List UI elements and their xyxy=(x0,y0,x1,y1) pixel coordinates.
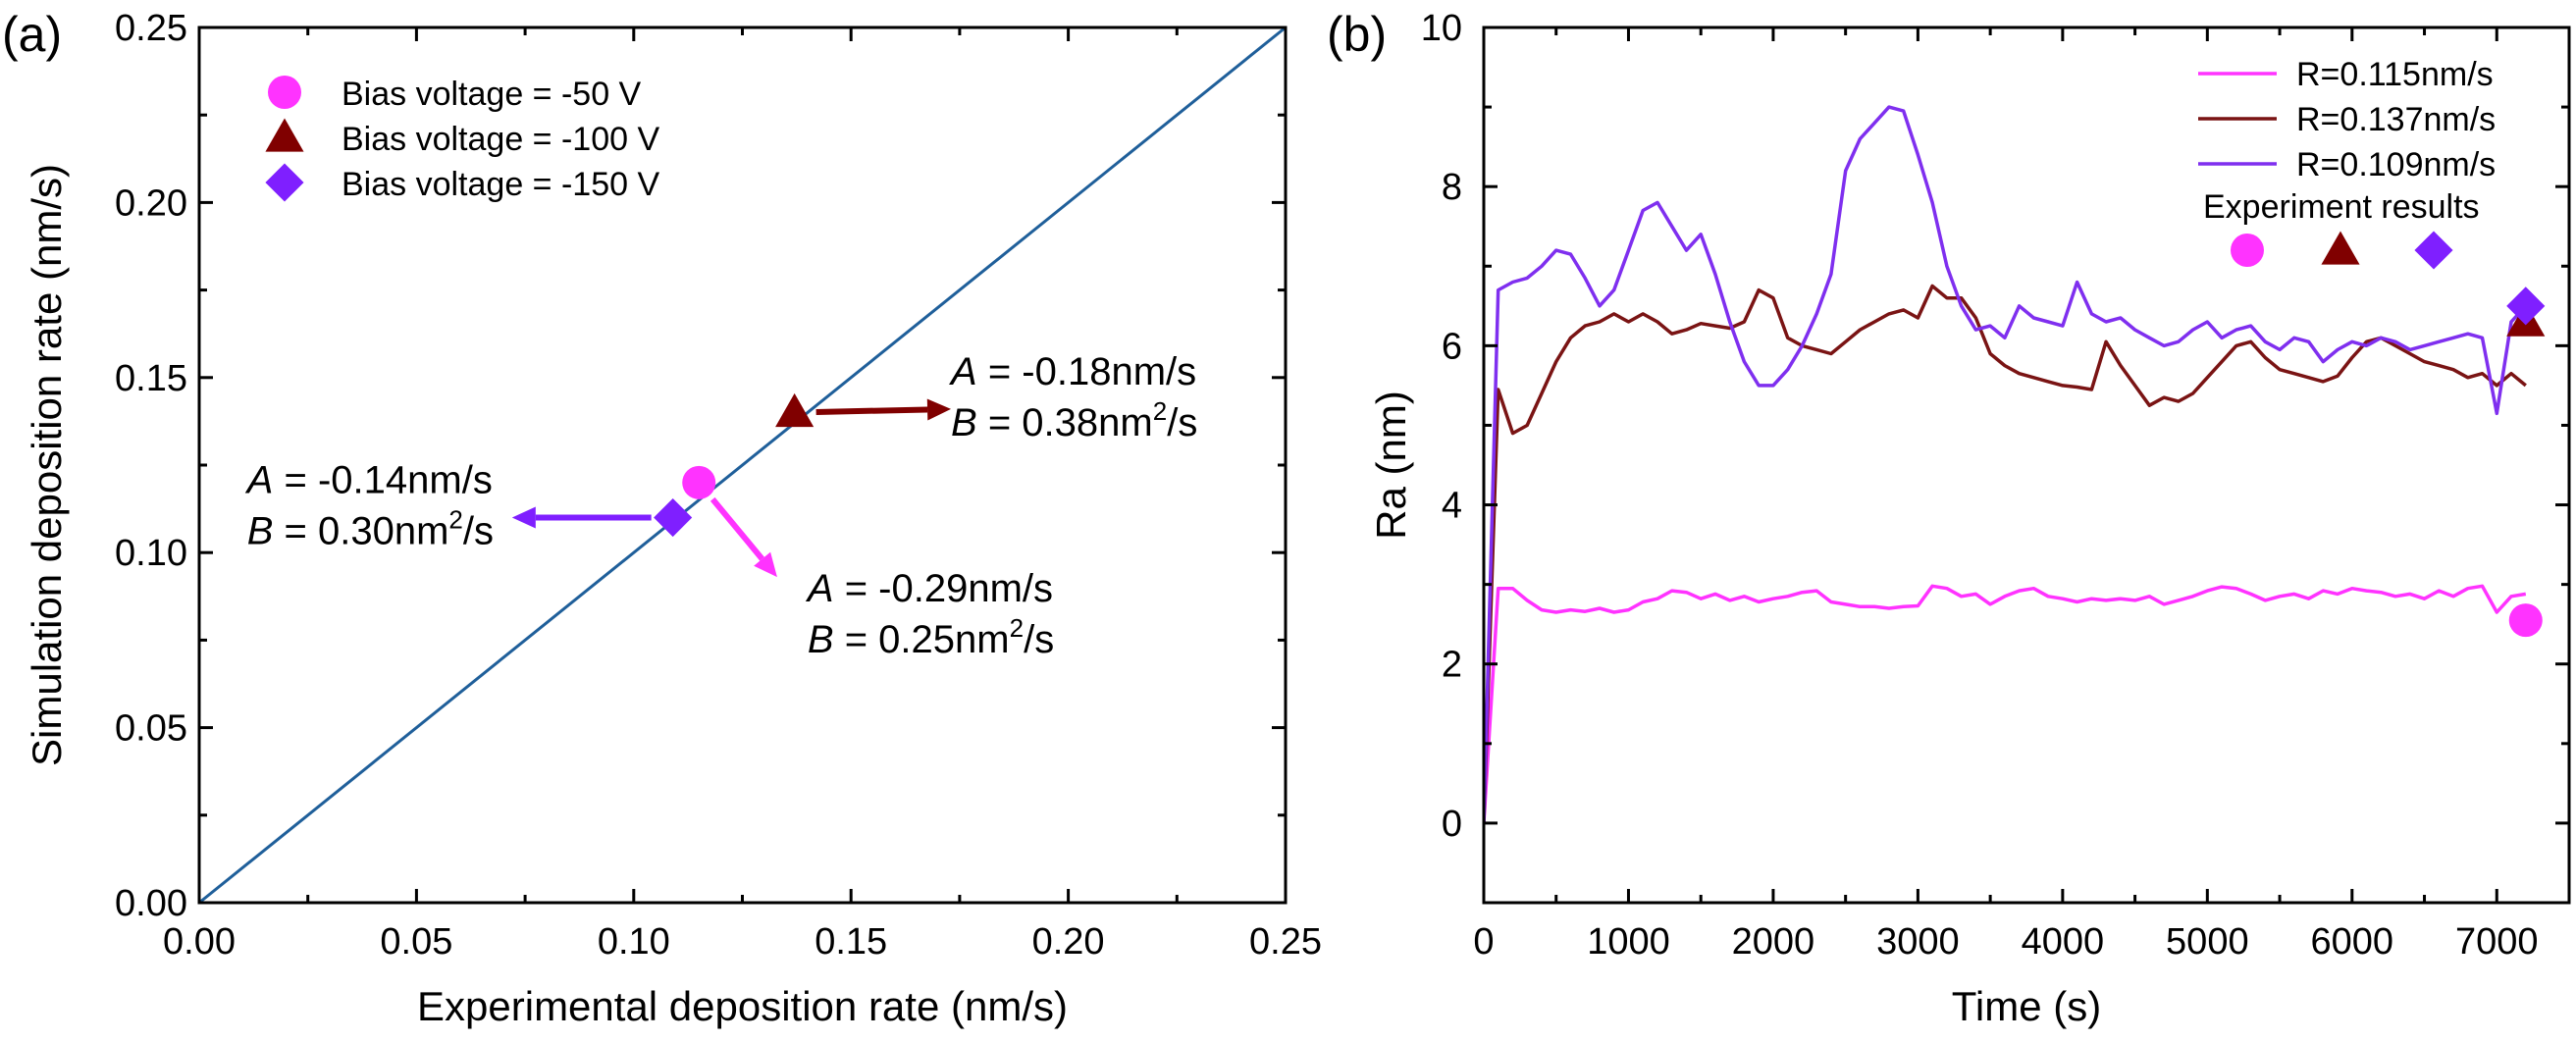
panel-a-ytick-label: 0.15 xyxy=(115,358,187,399)
panel-a-legend-marker xyxy=(268,76,301,109)
panel-a-ytick-label: 0.10 xyxy=(115,533,187,574)
panel-a-annotation-a-symbol: A xyxy=(949,350,977,393)
panel-a-point xyxy=(682,465,716,499)
panel-b-experiment-label: Experiment results xyxy=(2203,188,2480,226)
panel-a-annotation-b-unit: /s xyxy=(1167,401,1197,444)
panel-b-legend-label: R=0.115nm/s xyxy=(2296,56,2494,93)
panel-a-annotation-b: B = 0.38nm2/s xyxy=(951,396,1197,444)
panel-a-annotation-b-symbol: B xyxy=(951,401,977,444)
panel-b-series-line xyxy=(1484,284,2527,823)
panel-a-xtick-label: 0.05 xyxy=(380,921,452,963)
panel-a-annotation-b-value: = 0.38nm xyxy=(977,401,1153,444)
panel-a-xtick-label: 0.20 xyxy=(1032,921,1105,963)
panel-a-arrow-shaft xyxy=(815,406,928,415)
panel-b-series-line xyxy=(1484,105,2528,823)
panel-a-arrow-shaft xyxy=(710,496,764,561)
panel-b-ytick-label: 8 xyxy=(1442,167,1462,208)
panel-a-annotation-b-symbol: B xyxy=(247,510,274,553)
panel-a-annotation-a-symbol: A xyxy=(806,567,834,610)
panel-a-xlabel: Experimental deposition rate (nm/s) xyxy=(417,983,1068,1029)
panel-a-arrow xyxy=(815,398,952,421)
panel-a-legend-label: Bias voltage = -150 V xyxy=(342,166,659,203)
panel-b-label: (b) xyxy=(1327,7,1387,62)
panel-b-xlabel: Time (s) xyxy=(1952,983,2101,1029)
panel-b-legend-label: R=0.137nm/s xyxy=(2296,101,2496,138)
panel-a-annotation-b-superscript: 2 xyxy=(1010,613,1024,643)
panel-a-reference-line xyxy=(198,26,1287,905)
panel-a-annotation-a-symbol: A xyxy=(245,459,274,502)
panel-b-experiment-legend-marker xyxy=(2231,234,2264,267)
panel-a-xtick-label: 0.15 xyxy=(815,921,887,963)
panel-b-experiment-point xyxy=(2508,603,2543,638)
panel-b-xtick-label: 5000 xyxy=(2166,921,2249,963)
panel-b-xtick-label: 7000 xyxy=(2455,921,2539,963)
panel-a-ylabel: Simulation deposition rate (nm/s) xyxy=(24,164,70,766)
panel-a-annotation-b: B = 0.25nm2/s xyxy=(808,613,1054,661)
panel-b-experiment-point xyxy=(2506,287,2546,326)
panel-a-legend-label: Bias voltage = -100 V xyxy=(342,121,659,158)
panel-a-xtick-label: 0.10 xyxy=(598,921,670,963)
panel-a-ytick-label: 0.05 xyxy=(115,708,187,750)
panel-b-ytick-label: 4 xyxy=(1442,486,1462,527)
panel-b-legend-label: R=0.109nm/s xyxy=(2296,146,2496,183)
panel-a-point xyxy=(654,497,693,538)
panel-b-ytick-label: 0 xyxy=(1442,804,1462,845)
panel-a-legend-marker xyxy=(265,163,304,202)
panel-a-annotation-a-value: = -0.14nm/s xyxy=(273,459,492,502)
panel-a-annotation-b: B = 0.30nm2/s xyxy=(247,505,494,553)
panel-a-legend-marker xyxy=(265,118,304,152)
panel-a-ytick-label: 0.00 xyxy=(115,883,187,924)
panel-a-xtick-label: 0.00 xyxy=(163,921,236,963)
panel-a-ytick-label: 0.25 xyxy=(115,8,187,49)
panel-a-point xyxy=(775,392,815,428)
panel-a-arrow-head xyxy=(511,506,536,529)
panel-b-series-line xyxy=(1484,584,2527,824)
panel-a-annotation-b-value: = 0.25nm xyxy=(834,618,1010,661)
panel-a-annotation-b-value: = 0.30nm xyxy=(273,510,448,553)
panel-a-ytick-label: 0.20 xyxy=(115,182,187,224)
panel-b-xtick-label: 4000 xyxy=(2022,921,2105,963)
panel-b-xtick-label: 3000 xyxy=(1876,921,1960,963)
panel-a-annotation-a: A = -0.14nm/s xyxy=(245,459,493,502)
panel-a-annotation-b-superscript: 2 xyxy=(448,505,462,535)
panel-b-ytick-label: 2 xyxy=(1442,645,1462,686)
panel-a-annotation-b-superscript: 2 xyxy=(1153,396,1167,426)
panel-b-xtick-label: 2000 xyxy=(1732,921,1815,963)
panel-b-xtick-label: 0 xyxy=(1473,921,1494,963)
panel-a-arrow-head xyxy=(926,398,952,421)
panel-b-ytick-label: 10 xyxy=(1421,8,1462,49)
panel-a-xtick-label: 0.25 xyxy=(1249,921,1322,963)
panel-b-xtick-label: 1000 xyxy=(1587,921,1670,963)
panel-b-xtick-label: 6000 xyxy=(2311,921,2394,963)
panel-a-arrow xyxy=(710,496,777,578)
panel-b-experiment-legend-marker xyxy=(2414,231,2453,270)
panel-b-frame xyxy=(1482,26,2571,905)
panel-a-annotation-a-value: = -0.18nm/s xyxy=(977,350,1196,393)
panel-a-label: (a) xyxy=(2,7,62,62)
panel-a-arrow xyxy=(511,506,652,529)
panel-a-annotation-a: A = -0.29nm/s xyxy=(806,567,1053,610)
panel-b-ylabel: Ra (nm) xyxy=(1368,391,1414,540)
panel-a-annotation-a: A = -0.18nm/s xyxy=(949,350,1196,393)
panel-a-annotation-b-unit: /s xyxy=(1024,618,1054,661)
panel-a-arrow-head xyxy=(754,551,777,578)
panel-a-legend-label: Bias voltage = -50 V xyxy=(342,76,642,113)
panel-a-annotation-b-symbol: B xyxy=(808,618,834,661)
panel-a-annotation-b-unit: /s xyxy=(463,510,494,553)
panel-b-experiment-legend-marker xyxy=(2321,231,2360,265)
panel-a-annotation-a-value: = -0.29nm/s xyxy=(834,567,1053,610)
panel-b-ytick-label: 6 xyxy=(1442,326,1462,367)
